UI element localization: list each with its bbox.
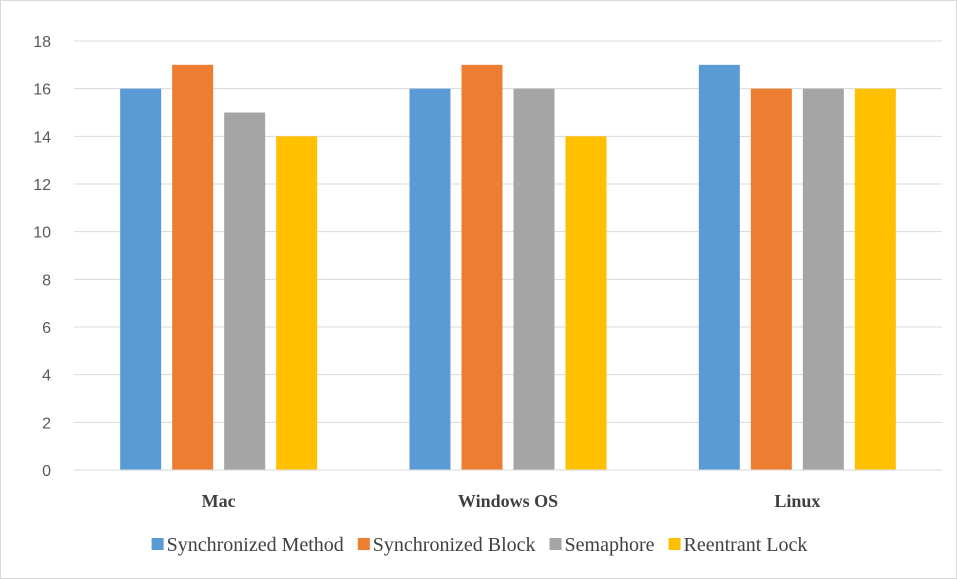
bar-synchronized-block-windows-os	[461, 64, 503, 471]
legend-item: Synchronized Method	[151, 534, 344, 556]
x-axis: Mac Windows OS Linux	[74, 469, 942, 511]
bar-synchronized-block-linux	[750, 88, 792, 471]
legend-label: Semaphore	[565, 534, 655, 556]
legend-label: Synchronized Block	[373, 534, 536, 556]
bar-synchronized-method-linux	[698, 64, 740, 471]
y-axis-tick-labels: 0 2 4 6 8 10 12 14 16 18	[33, 34, 51, 480]
x-category-label: Windows OS	[458, 491, 558, 511]
y-tick-label: 12	[33, 177, 51, 194]
y-tick-label: 0	[42, 463, 51, 480]
y-tick-label: 8	[42, 272, 51, 289]
bars	[120, 64, 896, 471]
x-category-label: Mac	[202, 491, 236, 511]
bar-semaphore-windows-os	[513, 88, 555, 471]
y-tick-label: 6	[42, 320, 51, 337]
legend-swatch	[549, 538, 562, 550]
bar-reentrant-lock-windows-os	[565, 136, 607, 471]
legend-item: Semaphore	[549, 534, 655, 556]
y-tick-label: 10	[33, 225, 51, 242]
bar-synchronized-block-mac	[172, 64, 214, 471]
y-tick-label: 18	[33, 34, 51, 51]
y-tick-label: 16	[33, 82, 51, 99]
legend-swatch	[151, 538, 164, 550]
bar-reentrant-lock-mac	[276, 136, 318, 471]
legend-swatch	[357, 538, 370, 550]
legend-item: Synchronized Block	[357, 534, 536, 556]
legend: Synchronized Method Synchronized Block Sem…	[151, 534, 808, 556]
bar-semaphore-linux	[802, 88, 844, 471]
y-tick-label: 4	[42, 368, 51, 385]
bar-reentrant-lock-linux	[854, 88, 896, 471]
y-tick-label: 2	[42, 415, 51, 432]
legend-swatch	[668, 538, 681, 550]
bar-semaphore-mac	[224, 112, 266, 470]
bar-synchronized-method-windows-os	[409, 88, 451, 471]
legend-label: Reentrant Lock	[684, 534, 808, 556]
legend-item: Reentrant Lock	[668, 534, 808, 556]
bar-synchronized-method-mac	[120, 88, 162, 471]
x-category-label: Linux	[774, 491, 820, 511]
legend-label: Synchronized Method	[167, 534, 344, 556]
y-tick-label: 14	[33, 129, 51, 146]
gridlines	[74, 40, 942, 423]
